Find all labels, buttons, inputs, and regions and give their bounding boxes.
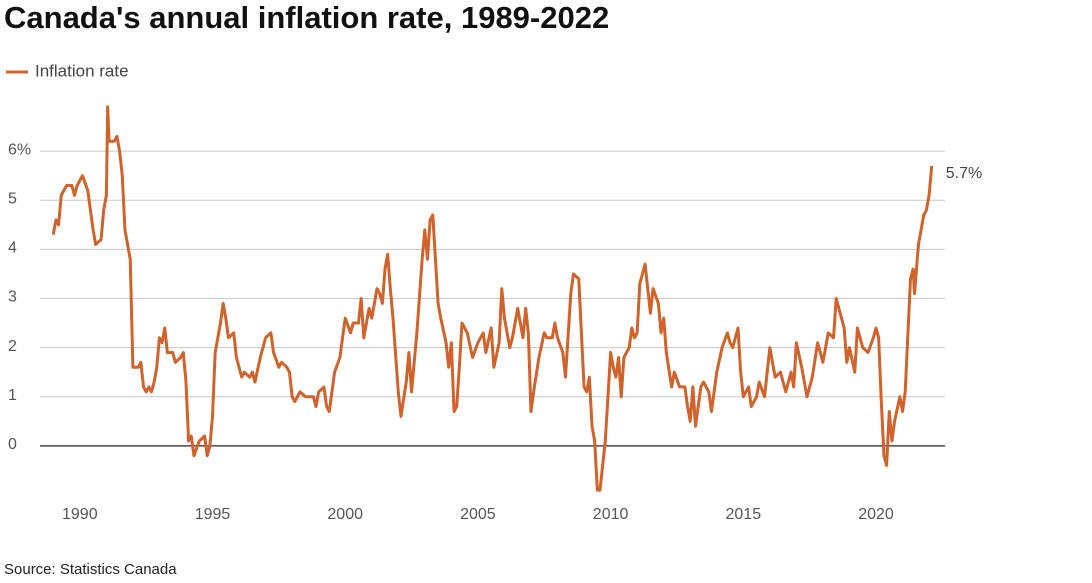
y-tick-label: 0	[8, 436, 17, 453]
line	[51, 105, 934, 492]
y-tick-label: 6%	[8, 141, 31, 158]
x-tick-label: 2020	[858, 506, 894, 523]
x-tick-label: 2000	[327, 506, 363, 523]
y-tick-label: 2	[8, 338, 17, 355]
y-tick-label: 1	[8, 387, 17, 404]
y-tick-label: 3	[8, 289, 17, 306]
y-tick-label: 5	[8, 190, 17, 207]
chart-title: Canada's annual inflation rate, 1989-202…	[4, 0, 609, 35]
end-label: 5.7%	[946, 165, 982, 182]
x-tick-label: 1990	[62, 506, 98, 523]
x-tick-label: 2010	[593, 506, 629, 523]
source: Source: Statistics Canada	[4, 561, 177, 578]
x-tick-label: 2015	[726, 506, 762, 523]
legend-label: Inflation rate	[35, 61, 129, 80]
x-tick-label: 2005	[460, 506, 496, 523]
x-tick-label: 1995	[195, 506, 231, 523]
y-tick-label: 4	[8, 240, 17, 257]
